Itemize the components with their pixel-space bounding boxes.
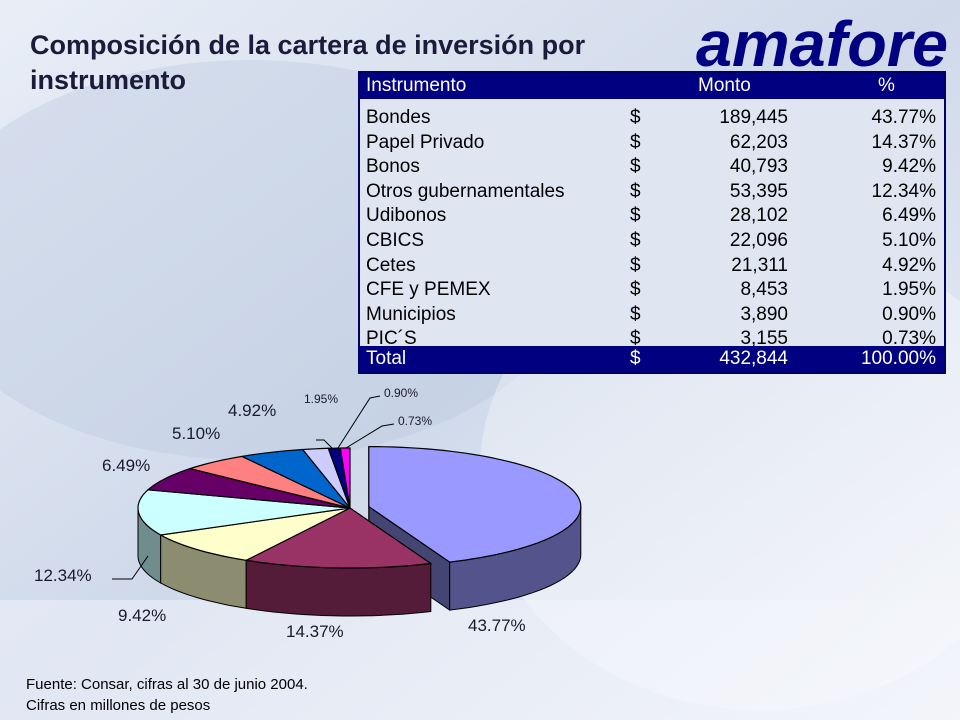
row-instrumento: Bonos (366, 156, 420, 178)
pie-label: 5.10% (172, 424, 221, 443)
row-instrumento: Municipios (366, 303, 456, 325)
row-monto: 53,395 (729, 180, 788, 202)
row-monto: 3,890 (740, 303, 788, 325)
table-row: Otros gubernamentales $53,395 12.34% (360, 181, 944, 205)
pie-slice-papel-privado (244, 507, 433, 569)
header-instrumento: Instrumento (366, 75, 467, 96)
pie-label: 12.34% (34, 566, 92, 585)
row-monto: 189,445 (719, 107, 788, 128)
row-instrumento: CFE y PEMEX (366, 279, 491, 301)
table-row: Papel Privado $62,203 14.37% (360, 132, 944, 156)
pie-slice-cbics (187, 455, 351, 509)
table-row: Udibonos $28,102 6.49% (360, 205, 944, 229)
leader-line (112, 555, 149, 580)
row-currency: $ (630, 131, 641, 153)
row-monto: 21,311 (731, 254, 788, 276)
total-currency: $ (630, 348, 641, 369)
row-pct: 14.37% (871, 131, 936, 153)
row-pct: 9.42% (882, 156, 936, 178)
pie-label: 9.42% (118, 606, 167, 625)
table-header: Instrumento Monto % (360, 73, 944, 99)
pie-label: 0.90% (384, 386, 419, 400)
pie-slice-otros-gubernamentales (137, 489, 351, 536)
total-pct: 100.00% (860, 348, 936, 369)
header-monto: Monto (698, 75, 751, 96)
pie-label: 1.95% (304, 392, 339, 406)
row-pct: 0.73% (882, 328, 936, 350)
row-monto: 62,203 (729, 131, 788, 153)
pie-slice-side (245, 559, 432, 617)
row-instrumento: PIC´S (366, 328, 417, 350)
row-instrumento: Cetes (366, 254, 416, 276)
total-label: Total (366, 348, 407, 369)
row-instrumento: CBICS (366, 230, 425, 251)
amafore-logo: amafore (696, 8, 948, 78)
row-currency: $ (630, 156, 641, 178)
row-instrumento: Papel Privado (366, 131, 485, 153)
row-currency: $ (630, 303, 641, 325)
pie-label: 14.37% (286, 622, 344, 641)
row-pct: 4.92% (882, 254, 936, 276)
table-total-row: Total $ 432,844 100.00% (360, 346, 944, 372)
row-pct: 6.49% (882, 205, 936, 227)
pie-slice-wall (245, 559, 432, 617)
row-currency: $ (630, 230, 641, 251)
leader-line (337, 395, 381, 449)
source-note: Fuente: Consar, cifras al 30 de junio 20… (26, 674, 308, 716)
table-row: Cetes $21,311 4.92% (360, 255, 944, 279)
pie-chart (112, 395, 582, 617)
row-instrumento: Udibonos (366, 205, 447, 227)
row-currency: $ (630, 205, 641, 227)
investment-table: Instrumento Monto % Bondes $189,445 43.77%… (358, 71, 946, 374)
pie-slice-pic-s (339, 447, 351, 509)
leader-line (345, 423, 395, 449)
row-monto: 22,096 (729, 230, 788, 251)
row-pct: 0.90% (882, 303, 936, 325)
row-currency: $ (630, 180, 641, 202)
header-pct: % (878, 75, 895, 96)
pie-label: 6.49% (102, 456, 151, 475)
pie-label: 4.92% (228, 401, 277, 420)
source-line-1: Fuente: Consar, cifras al 30 de junio 20… (26, 676, 308, 693)
pie-slice-bonos (158, 507, 351, 561)
row-currency: $ (630, 279, 641, 301)
row-pct: 1.95% (882, 279, 936, 301)
pie-slice-bondes (368, 446, 582, 563)
table-row: PIC´S $3,155 0.73% (360, 328, 944, 352)
row-pct: 43.77% (871, 107, 936, 128)
source-line-2: Cifras en millones de pesos (26, 697, 211, 714)
row-instrumento: Otros gubernamentales (366, 180, 565, 202)
row-currency: $ (630, 107, 641, 128)
page-title: Composición de la cartera de inversión p… (30, 30, 586, 95)
row-monto: 40,793 (729, 156, 788, 178)
pie-label: 43.77% (468, 616, 526, 635)
row-monto: 8,453 (740, 279, 788, 301)
row-monto: 28,102 (729, 205, 788, 227)
pie-label: 0.73% (398, 414, 433, 428)
pie-slice-cetes (240, 448, 351, 509)
leader-line (316, 439, 333, 449)
table-row: Bonos $40,793 9.42% (360, 156, 944, 180)
pie-slice-udibonos (146, 467, 351, 509)
table-row: CBICS $22,096 5.10% (360, 230, 944, 254)
row-currency: $ (630, 328, 641, 350)
table-row: CFE y PEMEX $8,453 1.95% (360, 279, 944, 303)
row-instrumento: Bondes (366, 107, 431, 128)
row-pct: 5.10% (882, 230, 936, 251)
total-monto: 432,844 (719, 348, 788, 369)
row-pct: 12.34% (871, 180, 936, 202)
table-row: Municipios $3,890 0.90% (360, 304, 944, 328)
table-row: Bondes $189,445 43.77% (360, 107, 944, 131)
row-monto: 3,155 (740, 328, 788, 350)
svg-text:amafore: amafore (696, 8, 948, 78)
row-currency: $ (630, 254, 641, 276)
